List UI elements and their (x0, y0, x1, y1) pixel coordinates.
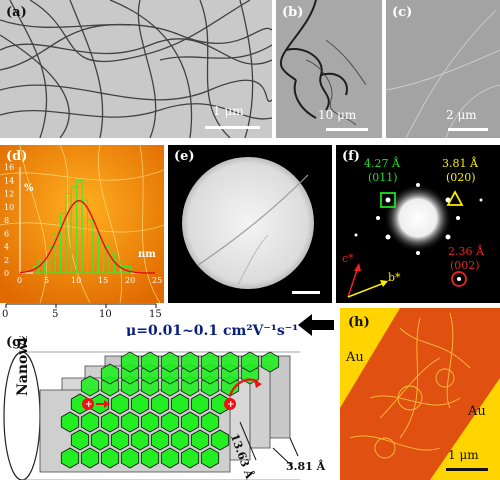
hist-bar (93, 233, 98, 273)
hist-xtick-label: 10 (71, 276, 81, 285)
reciprocal-axes (348, 263, 388, 297)
um-tick-0: 0 (2, 309, 8, 320)
hist-bar (71, 187, 76, 273)
hist-bar (66, 194, 71, 274)
scale-label-b: 10 μm (318, 108, 356, 122)
spot-020-marker (448, 192, 462, 205)
panel-label-d: (d) (6, 150, 27, 163)
panel-label-c: (c) (392, 6, 412, 19)
hist-bar (77, 180, 82, 273)
scale-bar-e (292, 291, 320, 294)
hist-ytick-label: 10 (4, 203, 14, 212)
arrow-left-icon (296, 312, 336, 338)
panel-f: (f) 4.27 Å (011) 3.81 Å (020) 2.36 Å (00… (336, 145, 500, 303)
panel-a: (a) 1 μm (0, 0, 272, 138)
hist-ytick-label: 12 (4, 190, 14, 199)
hist-ytick-label: 16 (4, 163, 14, 172)
hist-xtick-label: 20 (125, 276, 135, 285)
um-tick-10: 10 (99, 309, 112, 320)
panel-e: (e) (168, 145, 332, 303)
spot-011-hkl: (011) (368, 171, 398, 184)
hist-ytick-label: 8 (4, 216, 9, 225)
hist-bar (82, 200, 87, 273)
spot-011-d: 4.27 Å (364, 157, 400, 170)
panel-d: 0 2 4 6 8 10 12 14 16 0 5 10 15 20 25 (d) % nm (0, 145, 164, 303)
scale-bar-b (326, 128, 368, 131)
panel-label-f: (f) (342, 150, 360, 163)
scale-label-h: 1 μm (448, 448, 479, 462)
spot-020-hkl: (020) (446, 171, 476, 184)
scale-label-a: 1 μm (213, 104, 244, 118)
um-tick-5: 5 (52, 309, 58, 320)
hist-ytick-label: 14 (4, 176, 14, 185)
panel-label-h: (h) (348, 316, 370, 329)
hist-y-unit: % (24, 183, 34, 194)
panel-g: (g) + + Nanowire 13.63 Å 3.81 Å (0, 336, 336, 480)
hist-xtick-label: 5 (44, 276, 49, 285)
svg-text:+: + (227, 400, 235, 410)
hist-ytick-label: 0 (4, 269, 9, 278)
scale-label-c: 2 μm (446, 108, 477, 122)
spot-020-d: 3.81 Å (442, 157, 478, 170)
hist-ytick-label: 4 (4, 243, 9, 252)
panel-b: (b) 10 μm (276, 0, 382, 138)
hist-xtick-label: 25 (152, 276, 162, 285)
hist-x-unit: nm (138, 249, 156, 260)
hist-bar (44, 260, 49, 273)
spot-002-hkl: (002) (450, 259, 480, 272)
spot-002-d: 2.36 Å (448, 245, 484, 258)
nanowire-single-c (386, 0, 500, 138)
panel-h: (h) Au Au 1 μm (340, 308, 500, 480)
scale-bar-h (446, 468, 488, 471)
um-tick-15: 15 (149, 309, 162, 320)
hist-ytick-label: 6 (4, 229, 9, 238)
electrode-top-label: Au (346, 350, 364, 365)
electrode-bottom-label: Au (468, 404, 486, 419)
scale-bar-c (448, 128, 488, 131)
panel-label-b: (b) (282, 6, 303, 19)
selected-area-disk (168, 145, 332, 303)
panel-label-e: (e) (174, 150, 195, 163)
panel-c: (c) 2 μm (386, 0, 500, 138)
hist-xtick-label: 15 (98, 276, 108, 285)
axis-b-star: b* (388, 271, 401, 284)
scale-bar-a (205, 126, 260, 129)
axis-c-star: c* (342, 252, 354, 265)
nanowire-schematic: + + (0, 336, 336, 480)
height-histogram: 0 2 4 6 8 10 12 14 16 0 5 10 15 20 25 (0, 145, 164, 303)
hist-bar (88, 220, 93, 273)
dimension-3-81: 3.81 Å (286, 460, 325, 473)
nanowire-label: Nanowire (15, 336, 31, 396)
svg-text:+: + (85, 400, 93, 410)
panel-label-a: (a) (6, 6, 27, 19)
hist-ytick-label: 2 (4, 256, 9, 265)
hist-bar (98, 240, 103, 273)
hist-xtick-label: 0 (17, 276, 22, 285)
